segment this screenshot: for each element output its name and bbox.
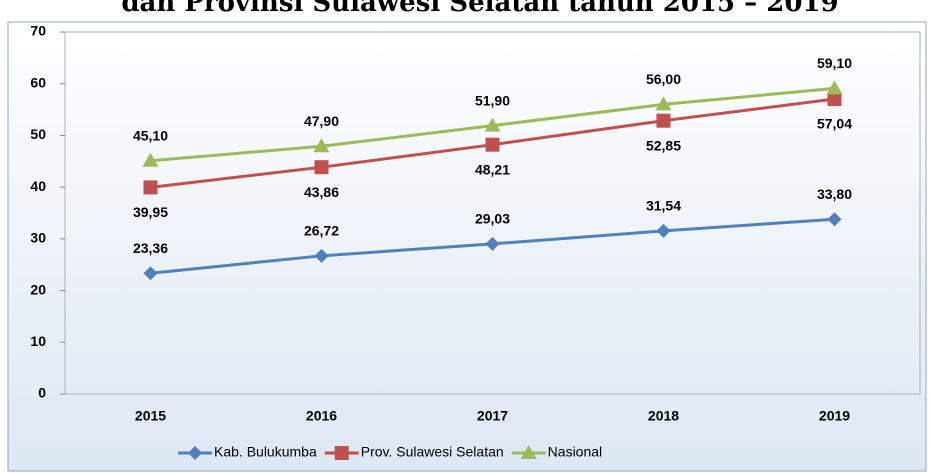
marker (313, 138, 330, 153)
y-tick-label: 30 (30, 230, 46, 246)
y-tick-label: 10 (30, 333, 46, 349)
marker (314, 160, 329, 175)
marker (827, 212, 842, 227)
marker (188, 446, 202, 460)
data-label: 33,80 (817, 186, 852, 202)
y-tick-label: 70 (30, 23, 46, 39)
marker (655, 96, 672, 111)
marker (827, 92, 842, 107)
x-tick-label: 2017 (477, 408, 508, 424)
marker (484, 117, 501, 132)
marker (656, 113, 671, 128)
marker (143, 266, 158, 281)
y-tick-label: 40 (30, 178, 46, 194)
marker (485, 137, 500, 152)
plot-area (64, 31, 921, 395)
data-label: 26,72 (304, 223, 339, 239)
data-label: 51,90 (475, 92, 510, 108)
data-label: 31,54 (646, 198, 681, 214)
data-label: 56,00 (646, 71, 681, 87)
legend-label: Kab. Bulukumba (214, 444, 317, 460)
x-tick-label: 2016 (306, 408, 337, 424)
data-label: 43,86 (304, 184, 339, 200)
data-label: 48,21 (475, 161, 510, 177)
marker (520, 445, 537, 459)
data-label: 52,85 (646, 137, 681, 153)
legend-label: Prov. Sulawesi Selatan (361, 444, 504, 460)
data-label: 39,95 (133, 204, 168, 220)
data-label: 23,36 (133, 240, 168, 256)
y-tick-label: 0 (38, 385, 46, 401)
x-tick-label: 2018 (648, 408, 679, 424)
data-label: 57,04 (817, 116, 852, 132)
data-label: 59,10 (817, 55, 852, 71)
marker (826, 80, 843, 95)
data-label: 47,90 (304, 113, 339, 129)
chart-title: dan Provinsi Sulawesi Selatan tahun 2015… (121, 0, 838, 18)
y-tick-label: 20 (30, 281, 46, 297)
marker (485, 236, 500, 251)
marker (334, 446, 349, 460)
data-label: 45,10 (133, 127, 168, 143)
x-tick-label: 2015 (135, 408, 166, 424)
marker (314, 248, 329, 263)
data-label: 29,03 (475, 211, 510, 227)
marker (656, 223, 671, 238)
y-tick-label: 50 (30, 126, 46, 142)
legend-label: Nasional (548, 444, 602, 460)
marker (143, 180, 158, 195)
x-tick-label: 2019 (819, 408, 850, 424)
y-tick-label: 60 (30, 74, 46, 90)
marker (142, 152, 159, 167)
